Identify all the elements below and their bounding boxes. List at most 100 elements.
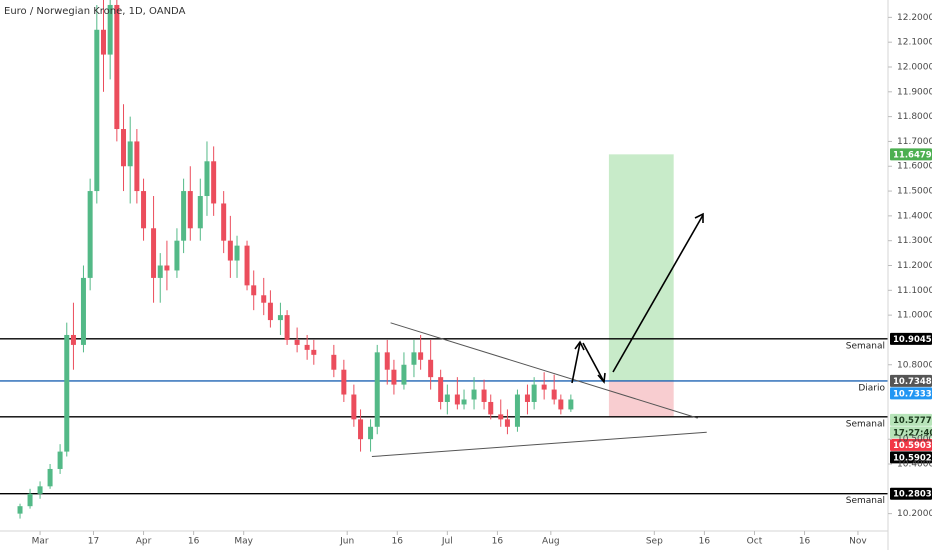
price-tag-label: 17:27:40	[893, 428, 932, 438]
candle-body	[531, 384, 537, 402]
candle-body	[70, 334, 76, 345]
x-tick-label: Nov	[849, 537, 867, 547]
candle-body	[351, 394, 357, 420]
candle-body	[304, 344, 310, 350]
candle-body	[401, 364, 407, 385]
x-tick-label: 16	[799, 537, 811, 547]
level-label: Semanal	[846, 496, 885, 506]
candle-body	[551, 389, 557, 400]
candle-body	[57, 451, 63, 469]
candle-body	[311, 349, 317, 355]
candle-body	[267, 302, 273, 321]
candle-body	[261, 295, 267, 303]
candle-body	[27, 493, 33, 507]
candle-body	[374, 352, 380, 427]
candle-body	[558, 399, 564, 410]
arrow-head	[694, 212, 704, 223]
stop-zone	[608, 380, 674, 417]
candle-body	[368, 426, 374, 440]
price-tag-label: 10.59038	[893, 441, 932, 451]
arrow-head	[597, 372, 606, 384]
price-tag-label: 11.64796	[893, 150, 932, 160]
candle-body	[134, 141, 140, 192]
y-tick-label: 11.50000	[897, 187, 932, 197]
y-tick-label: 11.90000	[897, 87, 932, 97]
candle-body	[114, 4, 120, 130]
level-label: Diario	[858, 383, 885, 393]
arrow-target	[612, 214, 704, 373]
candle-body	[107, 4, 113, 55]
candle-body	[174, 240, 180, 271]
candle-body	[64, 334, 70, 452]
y-tick-label: 12.20000	[897, 13, 932, 23]
y-tick-label: 11.30000	[897, 236, 932, 246]
y-tick-label: 10.50000	[897, 435, 932, 445]
candle-body	[211, 161, 217, 204]
x-tick-label: 16	[392, 537, 404, 547]
candle-body	[100, 29, 106, 55]
candle-body	[524, 394, 530, 402]
candle-body	[498, 414, 504, 420]
candle-body	[541, 384, 547, 390]
level-label: Semanal	[846, 341, 885, 351]
price-tag	[890, 426, 932, 439]
candle-body	[384, 352, 390, 370]
arrow-up	[571, 342, 581, 384]
candle-body	[358, 419, 364, 440]
trendline	[390, 322, 698, 419]
candle-body	[127, 141, 133, 167]
y-tick-label: 11.70000	[897, 137, 932, 147]
price-tag-label: 10.57770	[893, 416, 932, 426]
candle-body	[514, 394, 520, 427]
y-tick-label: 11.80000	[897, 112, 932, 122]
price-tag	[890, 374, 932, 387]
x-tick-label: 16	[492, 537, 504, 547]
candle-body	[37, 486, 43, 494]
y-tick-label: 11.40000	[897, 211, 932, 221]
candle-body	[438, 377, 444, 402]
y-tick-label: 11.00000	[897, 311, 932, 321]
x-tick-label: Aug	[542, 537, 560, 547]
target-zone	[608, 154, 674, 381]
price-tag	[890, 413, 932, 426]
price-tag	[890, 438, 932, 451]
candle-body	[80, 277, 86, 345]
x-tick-label: May	[234, 537, 253, 547]
price-tag	[890, 332, 932, 345]
candle-body	[141, 191, 147, 229]
price-tag-label: 10.90452	[893, 335, 932, 345]
candle-body	[227, 240, 233, 261]
price-tag	[890, 451, 932, 464]
candle-body	[391, 369, 397, 385]
candle-body	[244, 245, 250, 286]
candle-body	[471, 389, 477, 400]
candle-body	[151, 228, 157, 278]
x-tick-label: Jun	[339, 537, 354, 547]
candle-body	[47, 468, 53, 487]
candle-body	[221, 203, 227, 241]
price-tag-label: 10.28036	[893, 490, 932, 500]
candle-body	[428, 359, 434, 378]
trendline	[371, 431, 707, 458]
y-tick-label: 10.20000	[897, 509, 932, 519]
arrow-down	[582, 342, 604, 381]
candle-body	[197, 196, 203, 229]
price-tag	[890, 148, 932, 161]
candle-body	[94, 29, 100, 192]
y-tick-label: 12.00000	[897, 62, 932, 72]
candle-body	[331, 354, 337, 370]
x-tick-label: Apr	[136, 537, 152, 547]
y-tick-label: 10.40000	[897, 460, 932, 470]
x-tick-label: 16	[188, 537, 200, 547]
candle-body	[181, 191, 187, 241]
candle-body	[284, 315, 290, 340]
candle-body	[341, 369, 347, 395]
x-tick-label: 16	[699, 537, 711, 547]
candle-body	[568, 399, 574, 410]
x-tick-label: 17	[88, 537, 99, 547]
y-tick-label: 10.80000	[897, 360, 932, 370]
